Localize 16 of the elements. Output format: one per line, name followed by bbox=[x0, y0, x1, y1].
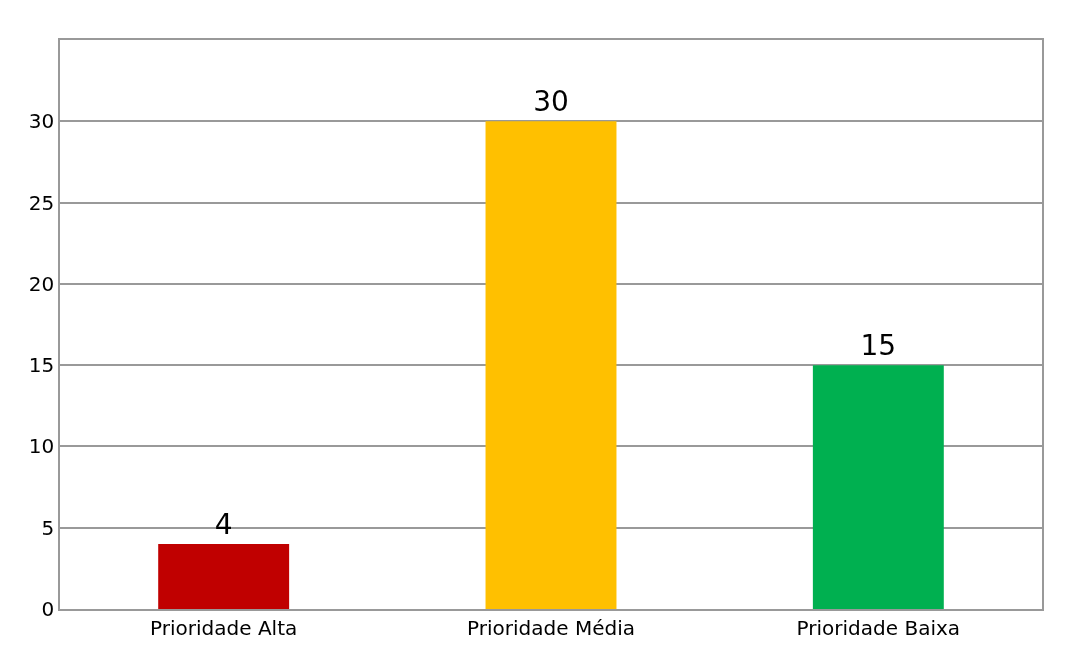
y-tick-label: 20 bbox=[28, 271, 55, 296]
y-tick-label: 15 bbox=[28, 353, 55, 378]
x-tick-label: Prioridade Alta bbox=[150, 615, 298, 640]
x-tick-label: Prioridade Média bbox=[467, 615, 635, 640]
x-tick-label: Prioridade Baixa bbox=[796, 615, 961, 640]
bar bbox=[158, 543, 290, 609]
data-label: 15 bbox=[860, 329, 897, 363]
y-tick-label: 25 bbox=[28, 190, 55, 215]
y-tick-label: 0 bbox=[41, 597, 55, 621]
bar bbox=[485, 121, 617, 609]
bar bbox=[812, 365, 944, 609]
y-tick-label: 10 bbox=[28, 434, 55, 459]
y-tick-label: 30 bbox=[28, 109, 55, 134]
data-label: 30 bbox=[533, 85, 569, 119]
data-label: 4 bbox=[214, 507, 233, 541]
y-tick-label: 5 bbox=[41, 515, 55, 540]
